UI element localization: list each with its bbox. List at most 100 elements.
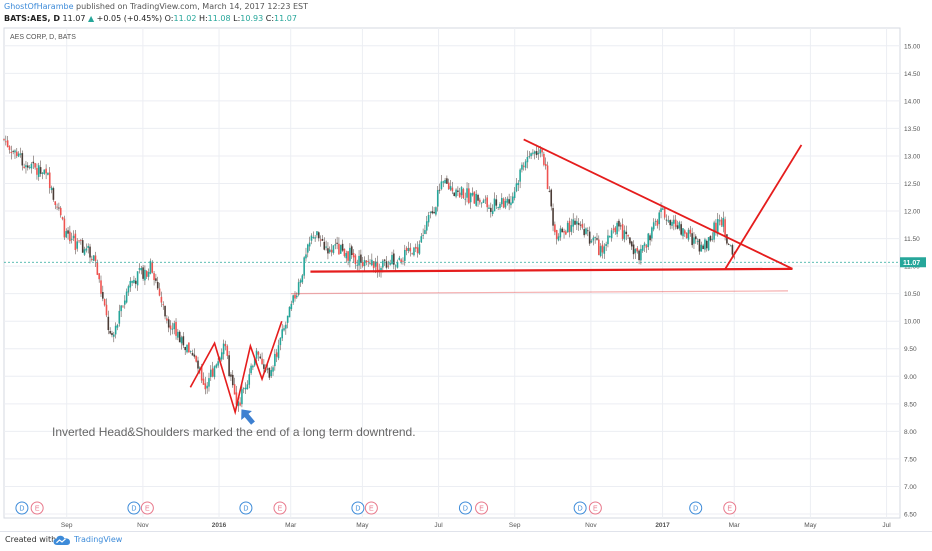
candle-body — [145, 270, 148, 277]
candle-body — [200, 366, 203, 381]
candle-body — [449, 186, 452, 190]
candle-body — [89, 246, 91, 258]
candle-body — [669, 220, 671, 226]
dividend-marker — [239, 501, 253, 515]
candle-body — [369, 263, 371, 265]
candle-body — [255, 350, 258, 359]
candle-body — [127, 286, 130, 293]
x-tick-label: Nov — [585, 522, 597, 529]
candle-body — [294, 294, 296, 299]
breakout-projection-line — [724, 144, 803, 270]
candle-body — [554, 224, 556, 233]
change-value: +0.05 (+0.45%) — [96, 14, 163, 23]
candle-body — [374, 261, 377, 267]
y-tick-label: 14.50 — [904, 71, 921, 78]
dividend-marker-letter: D — [355, 506, 360, 513]
candle-body — [499, 203, 501, 209]
footer: Created with TradingView — [0, 531, 932, 551]
candle-body — [354, 255, 357, 264]
candles — [3, 135, 736, 412]
candle-body — [501, 197, 503, 205]
candle-body — [210, 369, 212, 378]
candle-body — [347, 251, 349, 261]
candle-body — [244, 387, 247, 390]
candle-body — [577, 222, 580, 225]
drawings[interactable] — [189, 138, 803, 427]
candle-body — [70, 238, 73, 240]
candle-body — [583, 229, 585, 236]
candle-body — [660, 208, 662, 212]
candle-body — [275, 352, 278, 357]
candle-body — [151, 262, 154, 273]
candle-body — [475, 193, 477, 206]
candle-body — [663, 207, 666, 218]
candle-body — [519, 169, 521, 182]
price-chart[interactable]: AES CORP, D, BATS 15.00 14.50 14.00 13.50 13… — [0, 0, 932, 531]
candle-body — [555, 230, 558, 240]
candle-body — [581, 223, 584, 228]
earnings-marker — [30, 501, 44, 515]
candle-body — [517, 182, 520, 186]
candle-body — [123, 300, 126, 305]
triangle-resistance-line — [523, 138, 793, 270]
candle-body — [365, 260, 368, 263]
tradingview-brand[interactable]: TradingView — [74, 535, 123, 544]
candle-body — [627, 235, 629, 237]
candle-body — [188, 342, 190, 353]
candle-body — [596, 238, 598, 240]
candle-body — [241, 389, 243, 405]
candle-body — [491, 210, 494, 214]
candle-body — [563, 231, 565, 233]
candle-body — [125, 291, 128, 303]
candle-body — [447, 182, 450, 190]
candle-body — [605, 244, 607, 246]
candle-body — [76, 241, 79, 249]
candle-body — [422, 235, 424, 236]
x-tick-label: Mar — [729, 522, 741, 529]
candle-body — [220, 352, 223, 360]
low-label: L: — [233, 14, 241, 23]
earnings-marker-letter: E — [145, 506, 150, 513]
candle-body — [160, 296, 163, 303]
candle-body — [310, 235, 313, 241]
candle-body — [404, 249, 406, 261]
x-tick-label: 2017 — [655, 522, 670, 529]
candle-body — [541, 149, 543, 153]
candle-body — [544, 163, 547, 166]
candle-body — [50, 187, 53, 191]
candle-body — [524, 161, 527, 168]
candle-body — [17, 153, 20, 157]
candle-body — [175, 321, 177, 336]
candle-body — [87, 245, 89, 248]
candle-body — [10, 151, 13, 154]
dividend-marker — [458, 501, 472, 515]
candle-body — [607, 235, 609, 245]
candle-body — [131, 280, 133, 283]
candle-body — [80, 239, 82, 241]
y-tick-label: 8.00 — [904, 429, 917, 436]
candle-body — [30, 163, 33, 169]
candle-body — [614, 227, 617, 233]
candle-body — [488, 207, 490, 209]
dividend-marker-letter: D — [19, 506, 24, 513]
candle-body — [680, 224, 682, 235]
candle-body — [94, 255, 97, 262]
dividend-marker-letter: D — [693, 506, 698, 513]
candle-body — [530, 153, 532, 157]
candle-body — [656, 220, 659, 226]
candle-body — [96, 262, 99, 275]
candle-body — [506, 198, 509, 203]
candle-body — [133, 279, 135, 283]
candle-body — [52, 188, 55, 200]
candle-body — [473, 191, 476, 204]
x-tick-label: Sep — [61, 522, 73, 529]
author-link[interactable]: GhostOfHarambe — [4, 2, 74, 11]
candle-body — [429, 211, 432, 214]
candle-body — [490, 207, 492, 212]
arrow-shape — [241, 409, 255, 425]
candle-body — [537, 152, 540, 155]
candle-body — [226, 346, 229, 356]
candle-body — [25, 165, 27, 168]
candle-body — [103, 299, 106, 306]
candle-body — [425, 221, 428, 231]
